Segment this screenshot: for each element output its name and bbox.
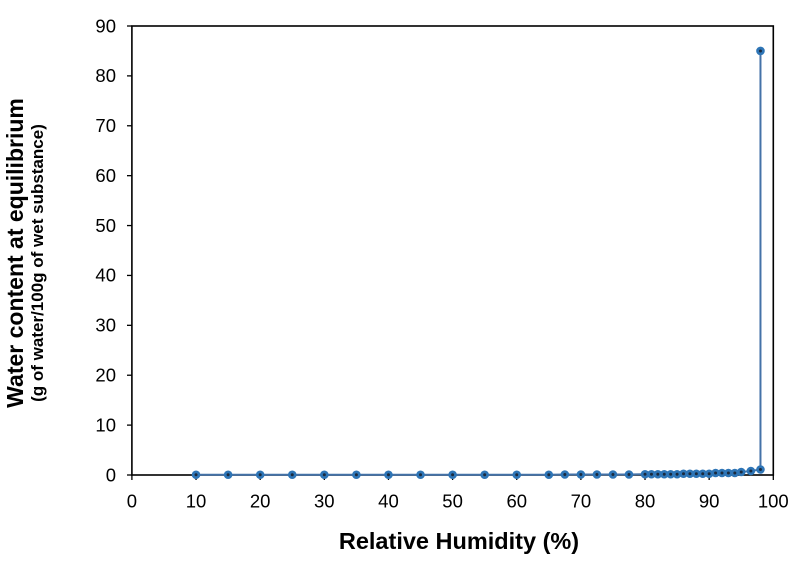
svg-text:20: 20 [95,365,116,386]
svg-text:70: 70 [571,491,592,512]
svg-text:100: 100 [758,491,789,512]
svg-text:40: 40 [95,265,116,286]
svg-text:40: 40 [378,491,399,512]
svg-text:50: 50 [442,491,463,512]
svg-text:30: 30 [95,315,116,336]
svg-text:20: 20 [250,491,271,512]
svg-text:10: 10 [186,491,207,512]
svg-text:Relative Humidity (%): Relative Humidity (%) [339,528,579,554]
svg-text:(g of water/100g of wet substa: (g of water/100g of wet substance) [28,124,47,402]
svg-text:60: 60 [506,491,527,512]
svg-text:10: 10 [95,414,116,435]
svg-text:60: 60 [95,165,116,186]
svg-text:30: 30 [314,491,335,512]
svg-text:0: 0 [106,464,116,485]
svg-text:80: 80 [95,65,116,86]
svg-text:0: 0 [127,491,137,512]
svg-text:70: 70 [95,115,116,136]
svg-text:90: 90 [699,491,720,512]
svg-text:50: 50 [95,215,116,236]
svg-text:Water content at equilibrium: Water content at equilibrium [2,98,28,408]
svg-text:90: 90 [95,15,116,36]
svg-text:80: 80 [635,491,656,512]
